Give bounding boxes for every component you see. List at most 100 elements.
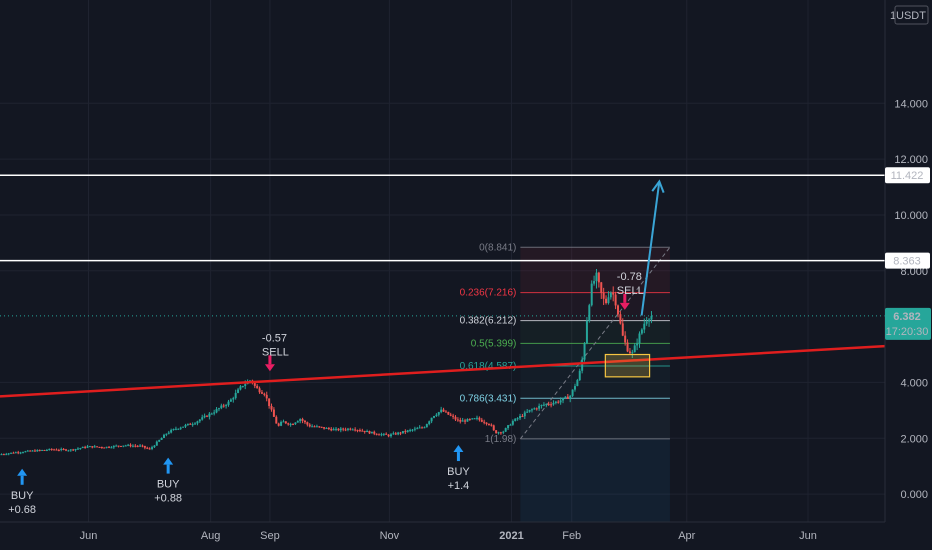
candle-body	[306, 422, 309, 425]
candle-body	[609, 292, 612, 298]
y-tick-label: 12.000	[894, 154, 928, 166]
candle-body	[124, 445, 127, 447]
candle-body	[464, 420, 467, 422]
y-axis-top-label: 1	[890, 10, 896, 22]
time-axis[interactable]: Jun Aug Sep Nov 2021 Feb Apr Jun	[0, 521, 885, 542]
candle-body	[229, 399, 232, 402]
current-price-label: 6.382	[893, 311, 921, 323]
candle-body	[299, 419, 302, 422]
candle-body	[19, 452, 22, 454]
candle-body	[633, 345, 636, 353]
candle-body	[521, 415, 524, 417]
candle-body	[624, 335, 627, 343]
support-trend-line[interactable]	[0, 344, 886, 398]
candle-body	[301, 419, 304, 421]
candle-body	[139, 445, 142, 447]
y-tick-label: 0.000	[900, 489, 928, 501]
candle-body	[14, 452, 17, 454]
candle-body	[215, 409, 218, 413]
fibonacci-retracement[interactable]: 0(8.841) 0.236(7.216) 0.382(6.212) 0.5(5.39…	[460, 242, 671, 522]
candle-body	[272, 409, 275, 417]
candle-body	[337, 428, 340, 431]
horizontal-levels[interactable]	[0, 174, 885, 317]
candle-body	[213, 412, 216, 414]
buy-arrow-icon	[163, 457, 174, 465]
candle-body	[514, 418, 517, 422]
candle-body	[476, 417, 479, 419]
candle-body	[239, 386, 242, 390]
y-tick-label: 10.000	[894, 210, 928, 222]
candle-body	[155, 441, 158, 446]
candle-body	[423, 427, 426, 429]
candle-body	[36, 450, 39, 452]
candle-body	[435, 414, 438, 417]
candle-body	[0, 454, 3, 456]
candle-body	[119, 445, 122, 447]
candle-body	[260, 392, 263, 394]
candle-body	[88, 446, 91, 448]
sell-signal-label: SELL	[262, 346, 289, 358]
candle-body	[497, 432, 500, 434]
candle-body	[303, 420, 306, 423]
candle-body	[2, 454, 5, 456]
candle-body	[636, 343, 639, 346]
candle-body	[540, 404, 543, 406]
candle-body	[196, 421, 199, 424]
candle-body	[378, 434, 381, 436]
candle-body	[67, 450, 70, 452]
candle-body	[325, 427, 328, 429]
highlight-box[interactable]	[604, 353, 651, 378]
candle-body	[406, 430, 409, 432]
currency-badge[interactable]	[894, 5, 929, 25]
candle-body	[507, 425, 510, 429]
candle-body	[387, 434, 390, 437]
candle-body	[311, 426, 314, 428]
candle-body	[148, 448, 151, 450]
candle-body	[588, 305, 591, 321]
candle-body	[280, 421, 283, 426]
candle-body	[225, 405, 228, 407]
forecast-arrow-line[interactable]	[640, 181, 661, 316]
candle-body	[490, 424, 493, 426]
candle-body	[115, 445, 118, 447]
candle-body	[351, 429, 354, 431]
candle-body	[595, 272, 598, 282]
annotations[interactable]	[604, 179, 665, 378]
candle-body	[401, 431, 404, 434]
candle-body	[318, 426, 321, 428]
candle-body	[454, 416, 457, 420]
y-tick-label: 8.000	[900, 266, 928, 278]
candle-body	[53, 449, 56, 451]
candle-body	[320, 426, 323, 428]
candle-body	[545, 403, 548, 405]
candle-body	[366, 430, 369, 433]
candle-body	[5, 454, 8, 456]
candle-body	[645, 321, 648, 324]
candle-body	[127, 444, 130, 446]
candle-body	[349, 428, 352, 430]
candle-body	[614, 294, 617, 306]
buy-arrow-icon	[453, 445, 464, 453]
candle-body	[442, 409, 445, 412]
candle-body	[471, 418, 474, 420]
candle-body	[425, 424, 428, 428]
fib-band	[520, 320, 670, 344]
candle-body	[449, 414, 452, 416]
candle-body	[356, 430, 359, 432]
buy-arrow-stem	[20, 475, 24, 485]
candle-body	[375, 433, 378, 435]
candle-body	[160, 437, 163, 440]
candle-body	[296, 421, 299, 423]
candle-body	[382, 433, 385, 435]
trend-line[interactable]	[0, 344, 886, 398]
candle-body	[585, 320, 588, 344]
candle-body	[241, 385, 244, 387]
candle-body	[511, 421, 514, 425]
candle-body	[564, 396, 567, 398]
candle-body	[50, 448, 53, 450]
candle-body	[480, 419, 483, 422]
candle-body	[79, 448, 82, 450]
candle-body	[38, 450, 41, 452]
price-axis[interactable]: 14.00012.00010.0008.0004.0002.0000.00011…	[884, 0, 932, 522]
